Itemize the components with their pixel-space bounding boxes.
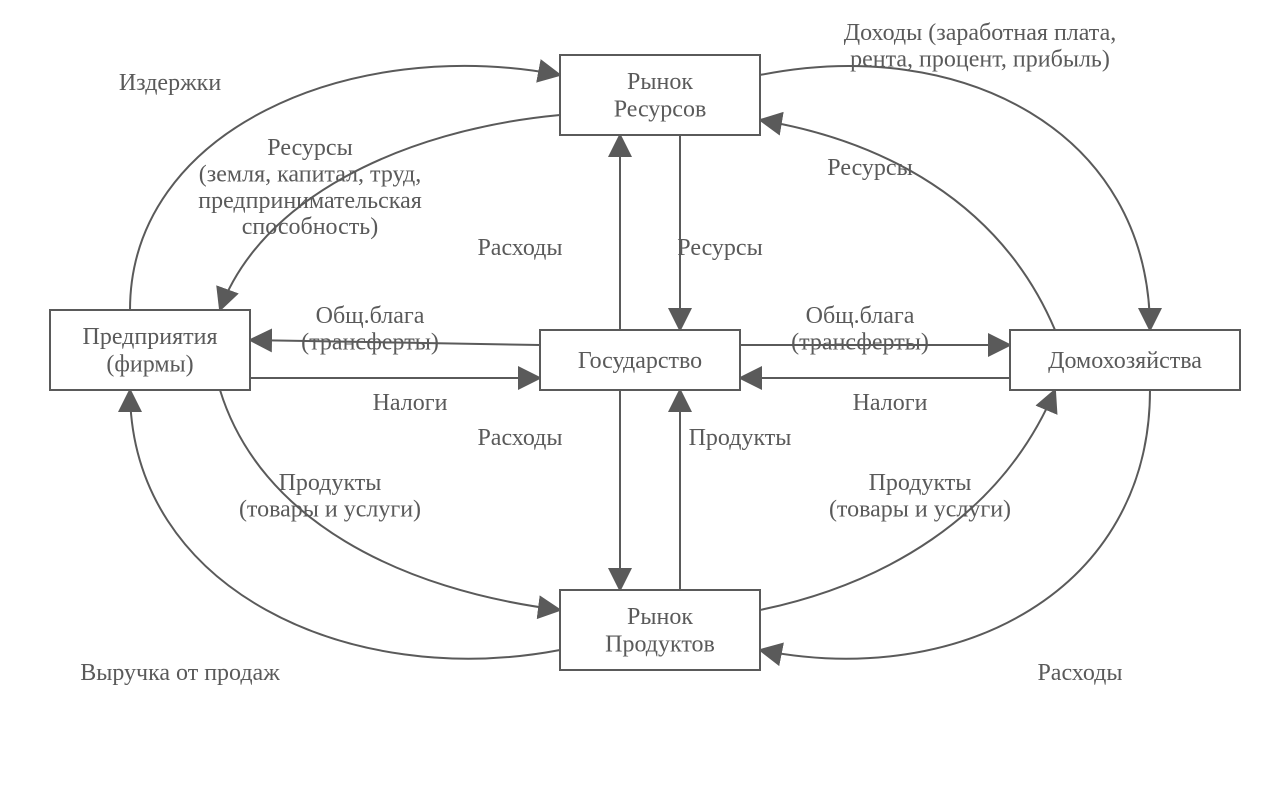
node-households-line0: Домохозяйства: [1048, 348, 1202, 374]
label-public_goods_l-line0: Общ.блага: [316, 303, 425, 329]
circular-flow-diagram: РынокРесурсовПредприятия(фирмы)Государст…: [0, 0, 1281, 785]
label-revenue-line0: Выручка от продаж: [80, 660, 280, 686]
label-products_right-line1: (товары и услуги): [829, 496, 1011, 522]
label-products_right-line0: Продукты: [869, 470, 972, 496]
label-resources_mid-line0: Ресурсы: [677, 235, 762, 261]
label-resources_right-line0: Ресурсы: [827, 155, 912, 181]
label-resources_left-line0: Ресурсы: [267, 135, 352, 161]
label-public_goods_r-line1: (трансферты): [791, 329, 929, 355]
label-income-line1: рента, процент, прибыль): [850, 46, 1110, 72]
hh-to-prodmkt-spending: [760, 390, 1150, 659]
label-costs-line0: Издержки: [119, 70, 221, 96]
node-products_market-line0: Рынок: [627, 604, 693, 630]
resmkt-to-hh-income: [760, 66, 1150, 330]
label-public_goods_r-line0: Общ.блага: [806, 303, 915, 329]
label-products_left-line0: Продукты: [279, 470, 382, 496]
label-spending_bot-line0: Расходы: [477, 425, 562, 451]
label-spending_outer_r-line0: Расходы: [1037, 660, 1122, 686]
label-taxes_r-line0: Налоги: [853, 390, 928, 416]
node-state: Государство: [540, 330, 740, 390]
node-products_market-line1: Продуктов: [605, 632, 715, 658]
node-products_market: РынокПродуктов: [560, 590, 760, 670]
label-spending_top-line0: Расходы: [477, 235, 562, 261]
label-resources_left-line1: (земля, капитал, труд,: [199, 161, 421, 187]
label-income-line0: Доходы (заработная плата,: [844, 20, 1116, 46]
node-resources_market: РынокРесурсов: [560, 55, 760, 135]
hh-to-resmkt-resources: [760, 120, 1055, 330]
node-state-line0: Государство: [578, 348, 702, 374]
node-firms-line0: Предприятия: [83, 324, 218, 350]
label-resources_left-line2: предпринимательская: [198, 188, 422, 214]
label-taxes_l-line0: Налоги: [373, 390, 448, 416]
label-products_mid-line0: Продукты: [689, 425, 792, 451]
node-resources_market-line0: Рынок: [627, 69, 693, 95]
node-firms-line1: (фирмы): [106, 352, 193, 378]
label-resources_left-line3: способность): [242, 214, 378, 240]
label-public_goods_l-line1: (трансферты): [301, 329, 439, 355]
node-resources_market-line1: Ресурсов: [614, 97, 707, 123]
node-firms: Предприятия(фирмы): [50, 310, 250, 390]
label-products_left-line1: (товары и услуги): [239, 496, 421, 522]
node-households: Домохозяйства: [1010, 330, 1240, 390]
